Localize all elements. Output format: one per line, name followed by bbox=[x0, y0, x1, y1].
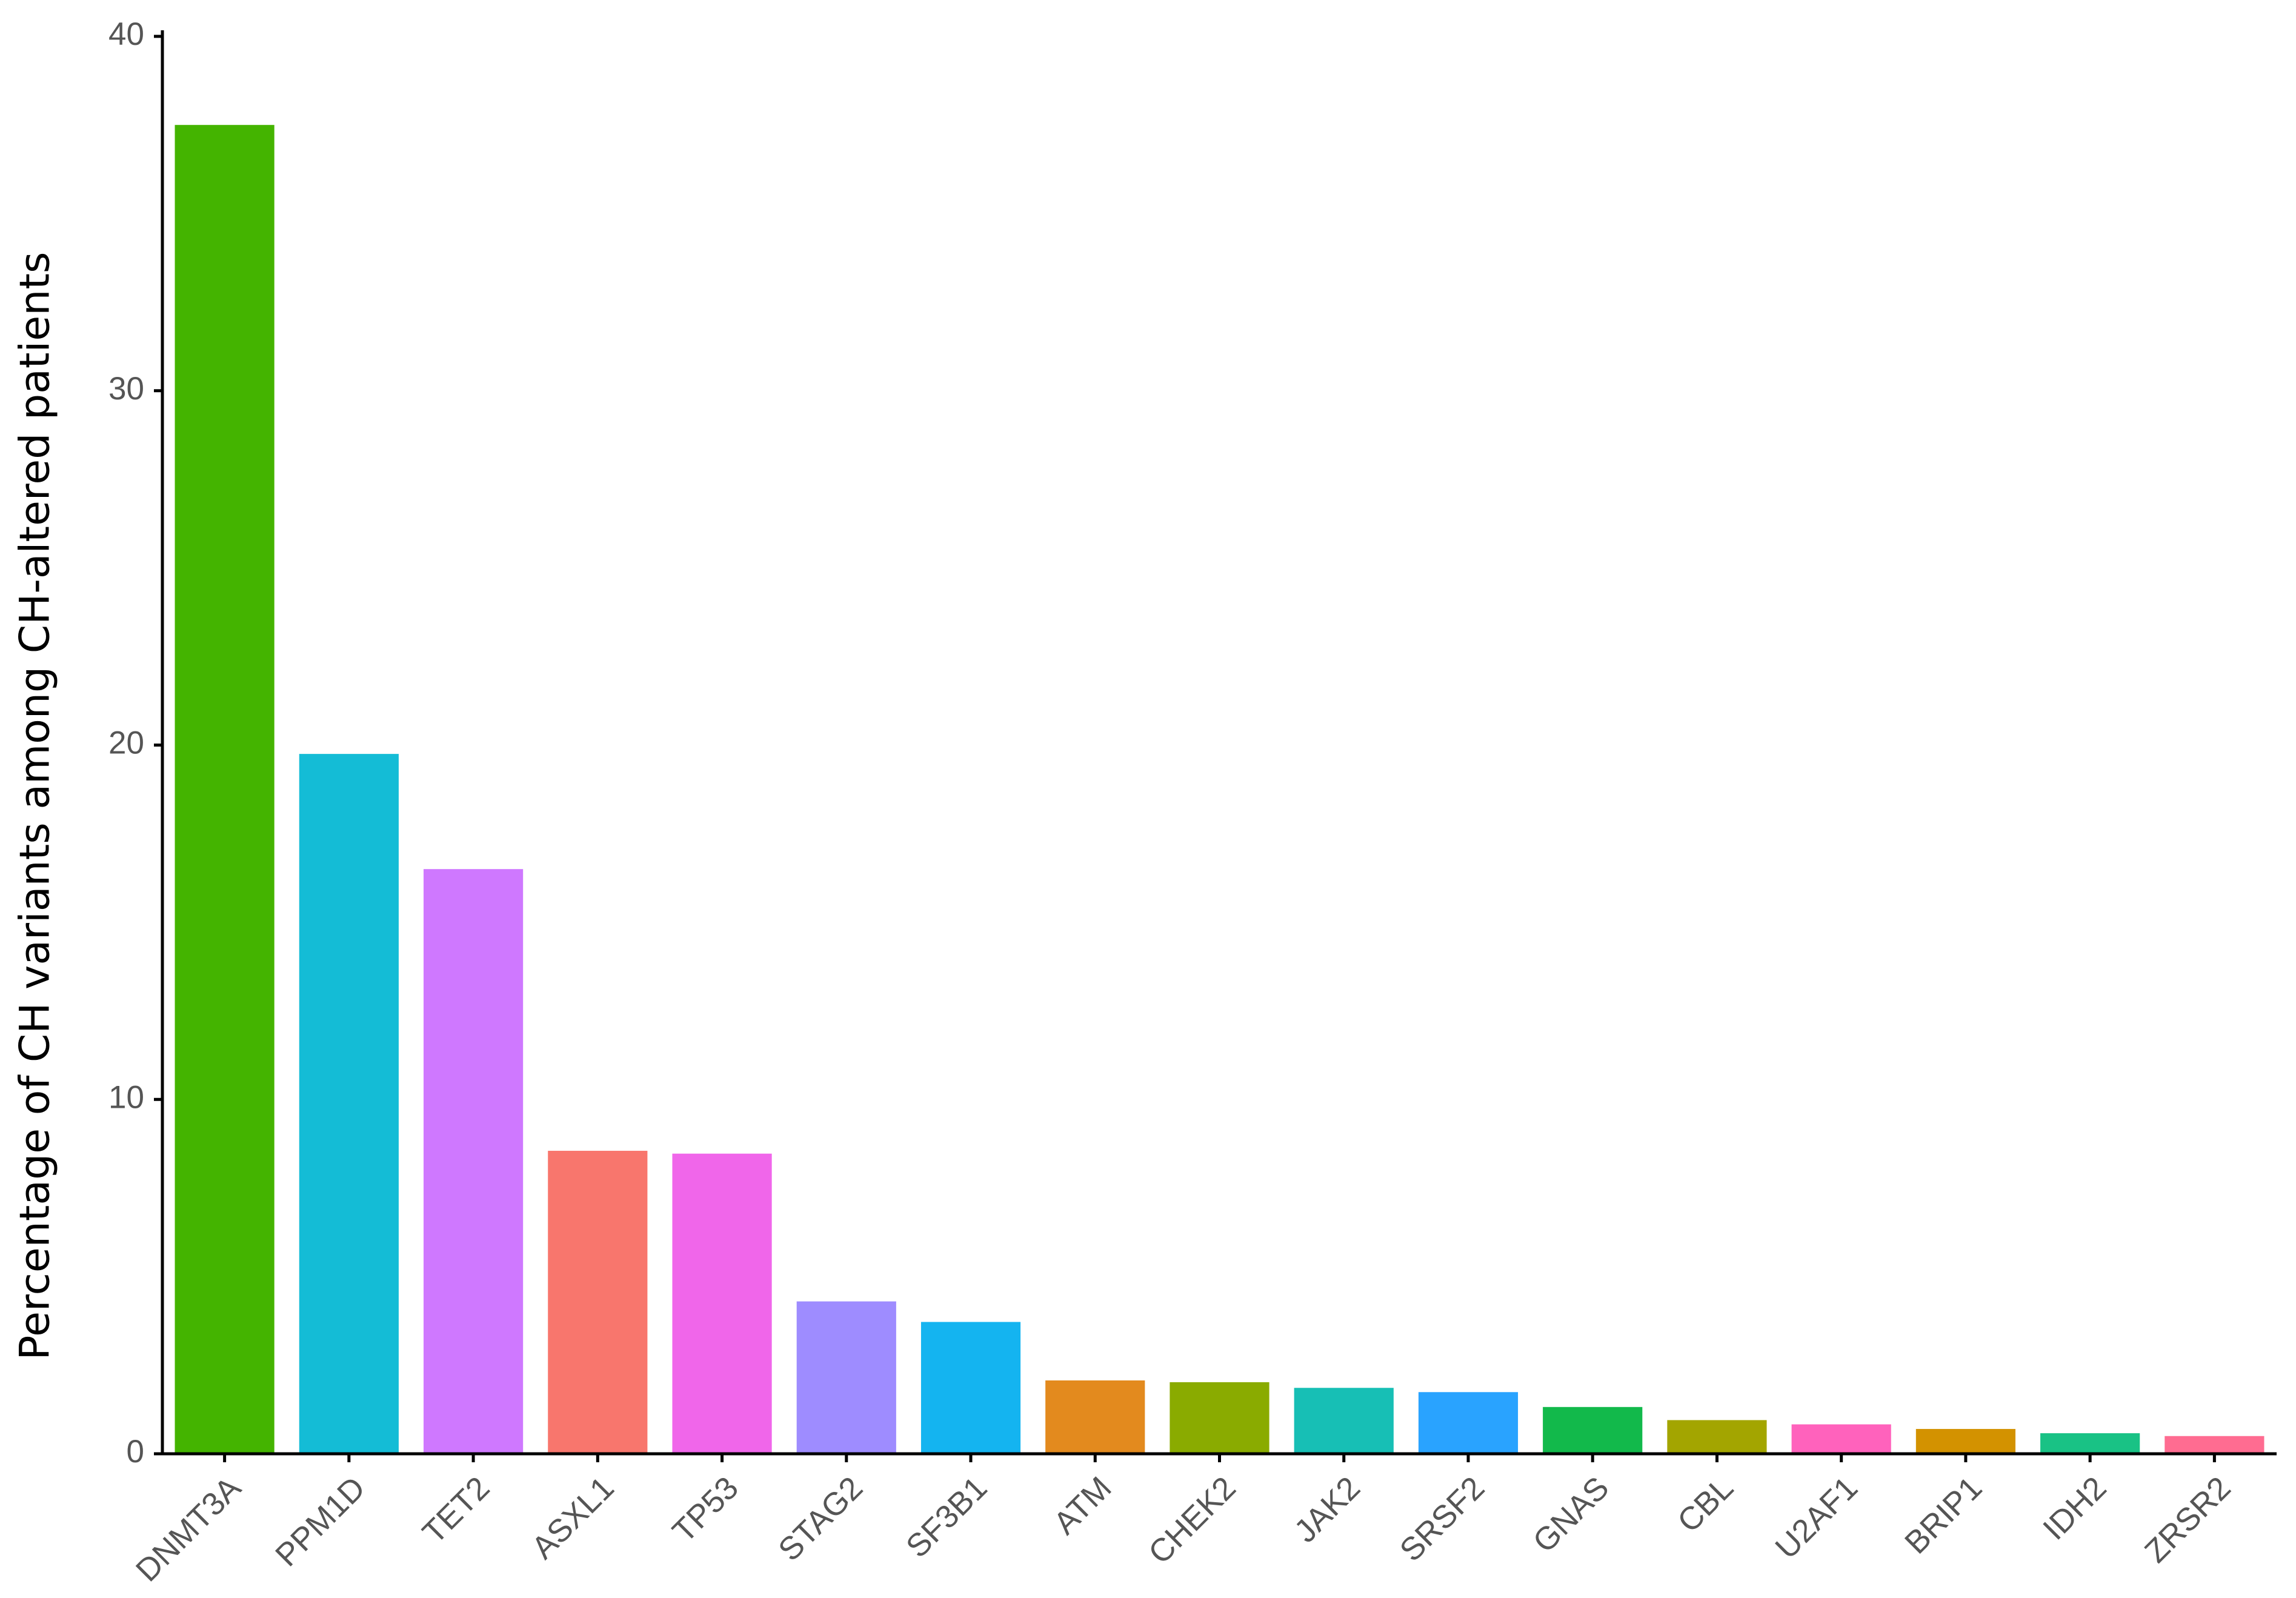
x-tick-label: CBL bbox=[1671, 1470, 1740, 1540]
y-tick-label: 0 bbox=[127, 1434, 144, 1470]
bar bbox=[1915, 1429, 2016, 1454]
x-tick-label: DNMT3A bbox=[129, 1470, 248, 1588]
bar bbox=[423, 869, 524, 1454]
x-tick-label: IDH2 bbox=[2036, 1470, 2113, 1547]
bar bbox=[299, 754, 399, 1454]
bar bbox=[2165, 1436, 2264, 1454]
x-tick-label: SF3B1 bbox=[899, 1470, 994, 1565]
y-tick-label: 20 bbox=[108, 725, 144, 761]
bar bbox=[1294, 1388, 1394, 1454]
x-tick-label: PPM1D bbox=[268, 1470, 372, 1574]
x-tick-label: CHEK2 bbox=[1142, 1470, 1243, 1571]
bar bbox=[548, 1151, 648, 1454]
x-tick-label: STAG2 bbox=[771, 1470, 870, 1568]
bar bbox=[1667, 1420, 1767, 1454]
x-tick-label: GNAS bbox=[1526, 1470, 1616, 1560]
x-tick-label: BRIP1 bbox=[1898, 1470, 1989, 1561]
x-tick-label: TP53 bbox=[666, 1470, 745, 1550]
bar bbox=[1791, 1424, 1891, 1454]
bar bbox=[175, 125, 275, 1454]
bar bbox=[1418, 1392, 1519, 1454]
bar bbox=[1045, 1380, 1145, 1454]
y-tick-label: 30 bbox=[108, 371, 144, 407]
bar bbox=[672, 1153, 772, 1454]
y-tick-label: 40 bbox=[108, 16, 144, 52]
bar bbox=[1170, 1382, 1269, 1454]
bar bbox=[796, 1301, 896, 1454]
x-tick-label: U2AF1 bbox=[1769, 1470, 1865, 1566]
bar bbox=[1543, 1407, 1643, 1454]
x-tick-label: ASXL1 bbox=[525, 1470, 621, 1566]
y-axis-label: Percentage of CH variants among CH-alter… bbox=[12, 252, 59, 1360]
x-tick-label: JAK2 bbox=[1288, 1470, 1367, 1550]
x-tick-label: SRSF2 bbox=[1393, 1470, 1492, 1569]
x-tick-label: ATM bbox=[1047, 1470, 1119, 1542]
bar bbox=[2040, 1433, 2140, 1454]
x-tick-label: TET2 bbox=[416, 1470, 496, 1551]
x-tick-label: ZRSR2 bbox=[2138, 1470, 2238, 1570]
bar bbox=[920, 1322, 1021, 1454]
y-tick-label: 10 bbox=[108, 1079, 144, 1115]
